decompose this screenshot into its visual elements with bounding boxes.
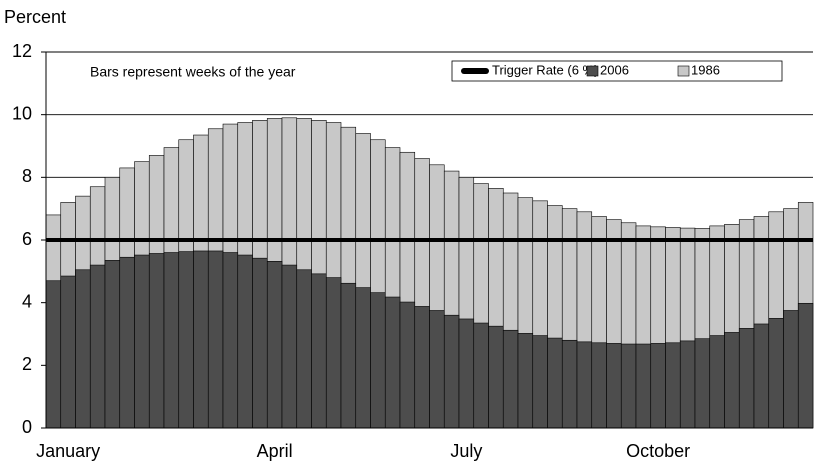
bar — [414, 306, 430, 429]
bar — [561, 339, 578, 429]
bar — [207, 250, 224, 429]
bar — [576, 341, 593, 429]
legend-label: Trigger Rate (6 %) — [492, 62, 598, 77]
legend-label: 1986 — [691, 62, 720, 77]
x-tick-label: January — [36, 441, 100, 461]
bar — [45, 280, 62, 429]
bar — [266, 261, 283, 429]
bar — [340, 282, 357, 429]
y-tick-label: 12 — [12, 41, 32, 61]
bar — [222, 252, 239, 429]
bar — [399, 301, 416, 429]
y-tick-label: 8 — [22, 166, 32, 186]
bar — [281, 264, 298, 429]
y-tick-label: 4 — [22, 291, 32, 311]
bar — [370, 292, 386, 429]
bar — [502, 329, 519, 429]
bar — [753, 323, 770, 429]
bar — [178, 251, 194, 429]
bar — [473, 322, 489, 429]
bar — [193, 250, 209, 429]
bar — [635, 343, 652, 429]
bar — [443, 314, 460, 429]
bar — [724, 332, 740, 429]
legend-swatch — [677, 65, 690, 77]
bar — [148, 253, 165, 429]
bar — [384, 296, 401, 429]
x-tick-label: April — [257, 441, 293, 461]
bar — [532, 335, 548, 429]
bar — [620, 343, 637, 429]
bar — [547, 337, 563, 429]
bar — [252, 257, 268, 429]
bar — [296, 269, 312, 429]
y-tick-label: 0 — [22, 417, 32, 437]
bar — [311, 273, 327, 429]
bar — [488, 325, 504, 429]
bar — [429, 310, 445, 429]
bar — [650, 343, 666, 429]
bar — [60, 275, 76, 429]
annotation: Bars represent weeks of the year — [90, 64, 296, 80]
bar — [665, 342, 681, 429]
bar — [119, 256, 135, 429]
bar — [738, 328, 755, 429]
bar — [709, 335, 725, 429]
bar — [797, 302, 814, 429]
bar — [163, 252, 180, 429]
bar — [134, 254, 150, 429]
bar — [75, 269, 91, 429]
bar — [104, 260, 121, 429]
x-tick-label: October — [626, 441, 690, 461]
bar — [89, 264, 106, 429]
legend-box — [451, 60, 783, 82]
y-tick-label: 6 — [22, 229, 32, 249]
bar — [679, 340, 696, 429]
bar — [768, 318, 784, 429]
legend-swatch — [586, 65, 599, 77]
y-tick-label: 10 — [12, 103, 32, 123]
bar — [783, 310, 799, 429]
bar — [325, 277, 342, 429]
legend-label: 2006 — [600, 62, 629, 77]
y-tick-label: 2 — [22, 354, 32, 374]
x-tick-label: July — [450, 441, 482, 461]
bar — [606, 343, 622, 429]
bar — [591, 342, 607, 429]
bar — [237, 254, 253, 429]
bar — [458, 318, 475, 429]
y-axis-label: Percent — [4, 7, 66, 27]
bar — [694, 338, 711, 429]
bar — [355, 287, 371, 429]
bar — [517, 333, 534, 429]
